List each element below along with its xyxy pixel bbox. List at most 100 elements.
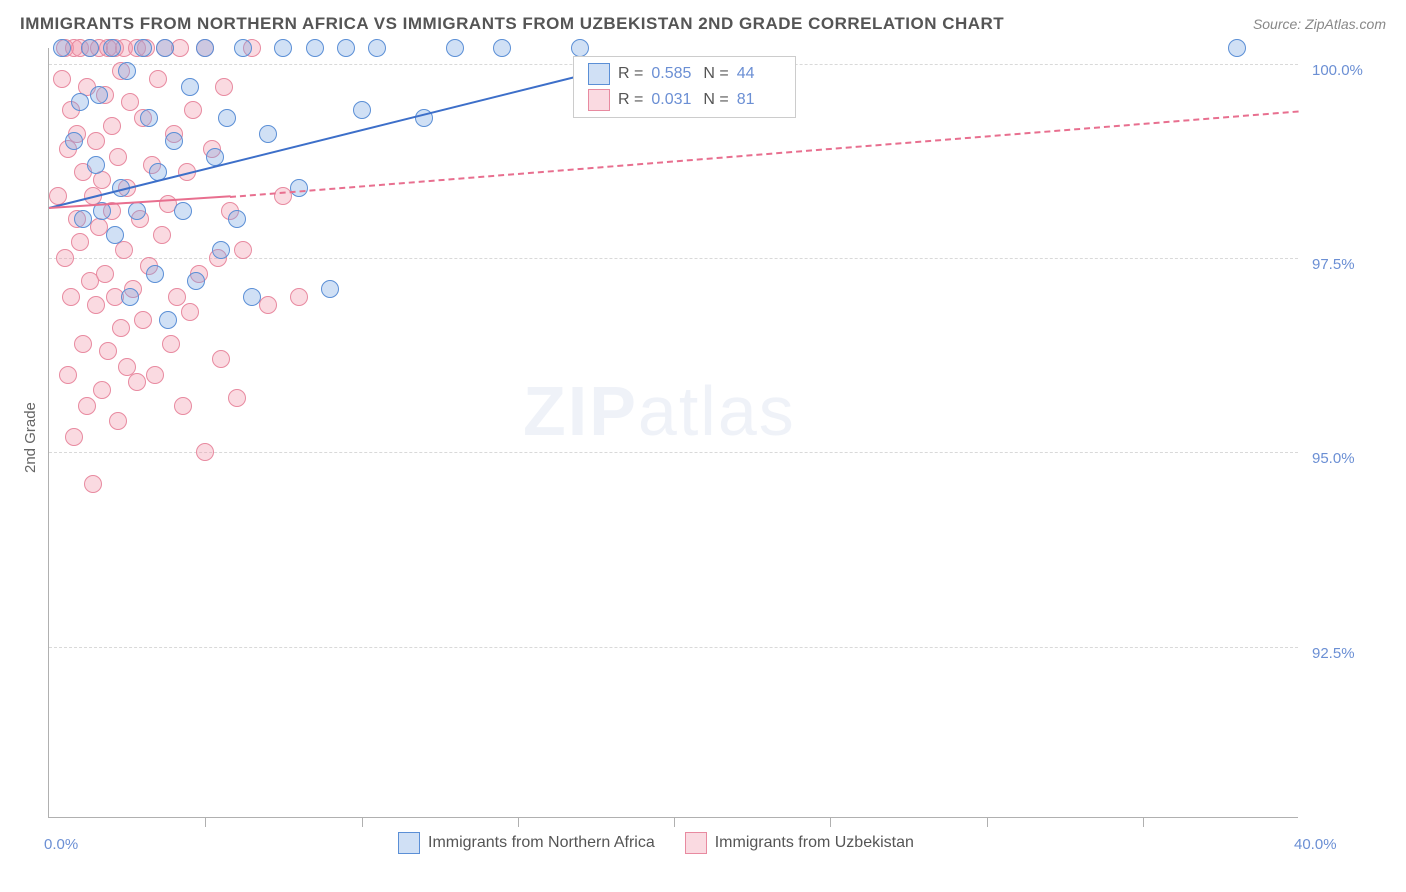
data-point [234, 241, 252, 259]
data-point [93, 381, 111, 399]
data-point [228, 389, 246, 407]
data-point [162, 335, 180, 353]
legend-swatch [588, 89, 610, 111]
data-point [109, 412, 127, 430]
data-point [218, 109, 236, 127]
legend-item: Immigrants from Northern Africa [398, 832, 655, 854]
data-point [134, 39, 152, 57]
data-point [74, 335, 92, 353]
legend-swatch [685, 832, 707, 854]
data-point [87, 296, 105, 314]
data-point [87, 132, 105, 150]
data-point [153, 226, 171, 244]
data-point [71, 93, 89, 111]
data-point [121, 93, 139, 111]
r-label: R = [618, 65, 643, 83]
data-point [84, 475, 102, 493]
data-point [187, 272, 205, 290]
data-point [168, 288, 186, 306]
data-point [121, 288, 139, 306]
data-point [53, 39, 71, 57]
data-point [446, 39, 464, 57]
data-point [106, 226, 124, 244]
data-point [228, 210, 246, 228]
legend-label: Immigrants from Northern Africa [428, 834, 655, 852]
chart-title: IMMIGRANTS FROM NORTHERN AFRICA VS IMMIG… [20, 14, 1004, 34]
data-point [1228, 39, 1246, 57]
correlation-legend: R = 0.585 N = 44 R = 0.031 N = 81 [573, 56, 796, 118]
data-point [174, 397, 192, 415]
data-point [87, 156, 105, 174]
x-tick-label: 40.0% [1294, 836, 1337, 853]
data-point [306, 39, 324, 57]
r-label: R = [618, 91, 643, 109]
data-point [212, 241, 230, 259]
data-point [134, 311, 152, 329]
legend-stat-row: R = 0.585 N = 44 [588, 61, 781, 87]
data-point [196, 39, 214, 57]
data-point [140, 109, 158, 127]
data-point [243, 288, 261, 306]
data-point [149, 70, 167, 88]
data-point [74, 210, 92, 228]
data-point [353, 101, 371, 119]
data-point [112, 319, 130, 337]
data-point [493, 39, 511, 57]
data-point [174, 202, 192, 220]
data-point [165, 132, 183, 150]
y-axis-label: 2nd Grade [22, 402, 39, 473]
scatter-plot [48, 48, 1298, 818]
data-point [65, 132, 83, 150]
data-point [571, 39, 589, 57]
data-point [159, 311, 177, 329]
n-value: 44 [737, 65, 781, 83]
source-label: Source: ZipAtlas.com [1253, 16, 1386, 32]
r-value: 0.585 [651, 65, 695, 83]
data-point [259, 296, 277, 314]
data-point [181, 78, 199, 96]
data-point [81, 39, 99, 57]
data-point [128, 373, 146, 391]
title-bar: IMMIGRANTS FROM NORTHERN AFRICA VS IMMIG… [0, 0, 1406, 40]
data-point [128, 202, 146, 220]
data-point [103, 117, 121, 135]
data-point [259, 125, 277, 143]
data-point [181, 303, 199, 321]
data-point [171, 39, 189, 57]
legend-label: Immigrants from Uzbekistan [715, 834, 914, 852]
data-point [65, 428, 83, 446]
y-tick-label: 95.0% [1312, 450, 1355, 467]
data-point [146, 265, 164, 283]
data-point [90, 86, 108, 104]
y-tick-label: 92.5% [1312, 645, 1355, 662]
data-point [368, 39, 386, 57]
n-label: N = [703, 65, 728, 83]
series-legend: Immigrants from Northern Africa Immigrant… [398, 832, 914, 854]
data-point [103, 39, 121, 57]
data-point [321, 280, 339, 298]
data-point [184, 101, 202, 119]
data-point [99, 342, 117, 360]
x-tick-label: 0.0% [44, 836, 78, 853]
data-point [234, 39, 252, 57]
n-value: 81 [737, 91, 781, 109]
y-tick-label: 100.0% [1312, 62, 1363, 79]
data-point [146, 366, 164, 384]
data-point [62, 288, 80, 306]
data-point [118, 62, 136, 80]
data-point [290, 179, 308, 197]
data-point [337, 39, 355, 57]
legend-item: Immigrants from Uzbekistan [685, 832, 914, 854]
data-point [96, 265, 114, 283]
data-point [215, 78, 233, 96]
data-point [71, 233, 89, 251]
data-point [78, 397, 96, 415]
r-value: 0.031 [651, 91, 695, 109]
data-point [156, 39, 174, 57]
legend-stat-row: R = 0.031 N = 81 [588, 87, 781, 113]
legend-swatch [398, 832, 420, 854]
data-point [93, 171, 111, 189]
data-point [109, 148, 127, 166]
n-label: N = [703, 91, 728, 109]
data-point [212, 350, 230, 368]
